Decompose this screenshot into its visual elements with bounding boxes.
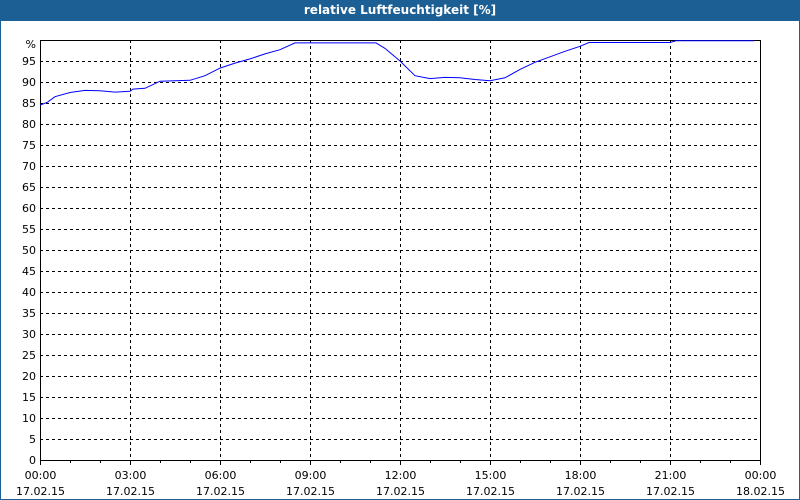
y-tick-label: 40 (22, 286, 36, 299)
y-tick-label: 70 (22, 160, 36, 173)
y-tick-label: 65 (22, 181, 36, 194)
y-tick-label: 75 (22, 139, 36, 152)
x-tick-time-label: 06:00 (205, 469, 237, 482)
x-tick-date-label: 17.02.15 (556, 485, 605, 498)
y-tick-label: 30 (22, 328, 36, 341)
y-tick-label: 50 (22, 244, 36, 257)
x-tick-time-label: 03:00 (115, 469, 147, 482)
x-tick-date-label: 17.02.15 (466, 485, 515, 498)
y-tick-label: 10 (22, 412, 36, 425)
plot-area-border (40, 40, 761, 461)
humidity-line (39, 40, 754, 106)
y-tick-label: 60 (22, 202, 36, 215)
x-tick-date-label: 17.02.15 (646, 485, 695, 498)
x-tick-date-label: 18.02.15 (736, 485, 785, 498)
chart-title: relative Luftfeuchtigkeit [%] (0, 0, 800, 21)
y-tick-label: 95 (22, 55, 36, 68)
x-tick-date-label: 17.02.15 (196, 485, 245, 498)
y-tick-label: 90 (22, 76, 36, 89)
y-tick-label: 45 (22, 265, 36, 278)
x-tick-date-label: 17.02.15 (376, 485, 425, 498)
y-tick-label: 20 (22, 370, 36, 383)
x-tick-time-label: 15:00 (475, 469, 507, 482)
x-tick-date-label: 17.02.15 (106, 485, 155, 498)
x-tick-time-label: 12:00 (385, 469, 417, 482)
y-tick-label: 85 (22, 97, 36, 110)
y-tick-label: 5 (29, 433, 36, 446)
x-tick-date-label: 17.02.15 (286, 485, 335, 498)
y-tick-label: 55 (22, 223, 36, 236)
x-tick-time-label: 00:00 (745, 469, 777, 482)
y-tick-label: 25 (22, 349, 36, 362)
x-tick-time-label: 18:00 (565, 469, 597, 482)
y-tick-label: 80 (22, 118, 36, 131)
x-tick-time-label: 09:00 (295, 469, 327, 482)
x-tick-date-label: 17.02.15 (16, 485, 65, 498)
y-tick-label: 15 (22, 391, 36, 404)
y-tick-label: 35 (22, 307, 36, 320)
y-axis-unit-label: % (26, 38, 36, 51)
x-tick-time-label: 00:00 (25, 469, 57, 482)
x-tick-time-label: 21:00 (655, 469, 687, 482)
y-tick-label: 0 (29, 454, 36, 467)
